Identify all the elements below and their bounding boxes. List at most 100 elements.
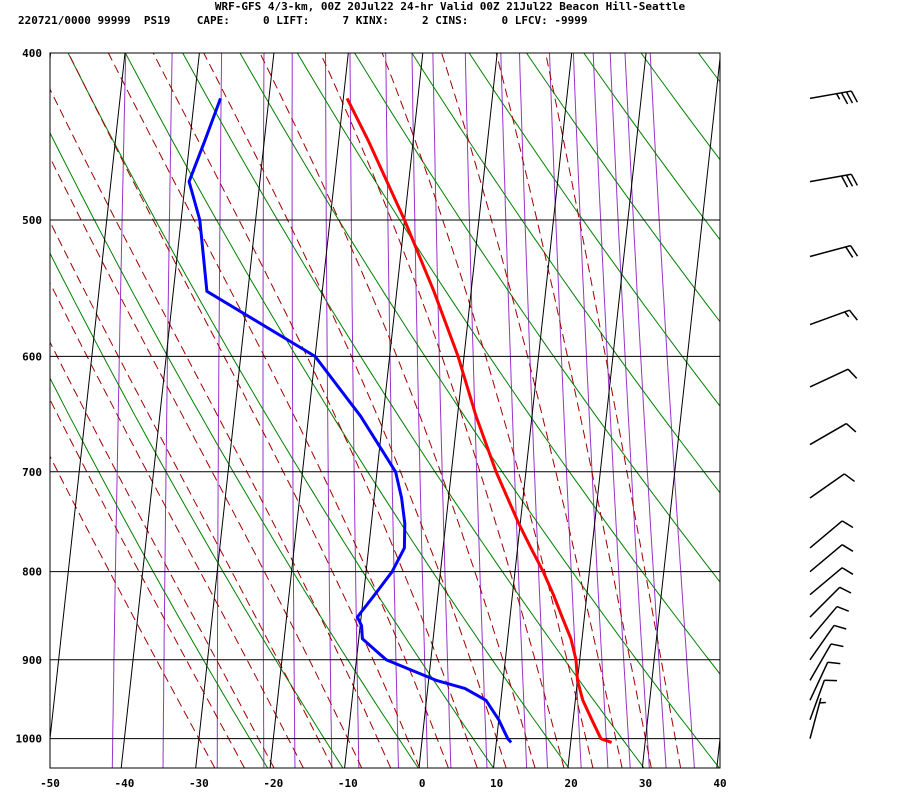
moist-adiabat-line bbox=[50, 455, 216, 768]
moist-adiabat-line bbox=[203, 53, 507, 768]
mixing-ratio-line bbox=[432, 53, 452, 768]
moist-adiabat-line bbox=[152, 53, 478, 768]
isotherm-line bbox=[344, 53, 424, 768]
isotherm-line bbox=[493, 53, 573, 768]
moist-adiabat-line bbox=[50, 220, 334, 768]
mixing-ratio-line bbox=[464, 53, 488, 768]
dry-adiabat-line bbox=[756, 53, 900, 768]
wind-barb bbox=[809, 173, 859, 188]
mixing-ratio-line bbox=[500, 53, 528, 768]
wind-barb bbox=[809, 473, 856, 499]
moist-adiabats bbox=[50, 53, 682, 768]
dry-adiabat-line bbox=[468, 53, 720, 407]
wind-barb bbox=[809, 309, 858, 326]
mixing-ratio-line bbox=[325, 53, 333, 768]
moist-adiabat-line bbox=[319, 53, 565, 768]
wind-barb bbox=[809, 586, 852, 618]
dry-adiabat-line bbox=[583, 53, 720, 241]
pressure-tick-label: 800 bbox=[22, 566, 42, 579]
isotherm-line bbox=[716, 734, 720, 768]
mixing-ratio-line bbox=[216, 53, 223, 768]
moist-adiabat-line bbox=[50, 398, 245, 768]
wind-barb bbox=[809, 368, 858, 388]
mixing-ratio-line bbox=[624, 53, 667, 768]
temperature-tick-label: 10 bbox=[490, 777, 503, 790]
temperature-tick-label: -50 bbox=[40, 777, 60, 790]
moist-adiabat-line bbox=[381, 53, 594, 768]
wind-barb bbox=[809, 422, 857, 446]
temperature-tick-label: -20 bbox=[263, 777, 283, 790]
wind-barb bbox=[809, 567, 854, 596]
pressure-tick-label: 700 bbox=[22, 466, 42, 479]
dry-adiabat-line bbox=[67, 53, 494, 768]
wind-barb bbox=[809, 624, 847, 661]
temperature-tick-label: 20 bbox=[564, 777, 577, 790]
dewpoint-trace bbox=[187, 97, 513, 744]
dry-adiabat-line bbox=[239, 53, 720, 768]
dry-adiabat-line bbox=[296, 53, 720, 675]
temperature-tick-label: 30 bbox=[639, 777, 652, 790]
dry-adiabat-line bbox=[50, 131, 419, 768]
mixing-ratio-line bbox=[111, 53, 127, 768]
mixing-ratio-line bbox=[349, 53, 360, 768]
dry-adiabat-line bbox=[526, 53, 720, 323]
wind-barb bbox=[809, 661, 841, 701]
wind-barbs bbox=[809, 90, 859, 739]
moist-adiabat-line bbox=[107, 53, 449, 768]
isotherm-line bbox=[641, 53, 720, 768]
mixing-ratio-line bbox=[162, 53, 173, 768]
isotherm-line bbox=[791, 53, 869, 768]
pressure-tick-label: 400 bbox=[22, 47, 42, 60]
dry-adiabat-line bbox=[50, 377, 269, 768]
temperature-trace bbox=[345, 97, 613, 744]
pressure-tick-label: 1000 bbox=[16, 733, 43, 746]
pressure-tick-label: 600 bbox=[22, 350, 42, 363]
dry-adiabat-line bbox=[697, 53, 720, 83]
wind-barb bbox=[809, 520, 854, 549]
pressure-tick-label: 900 bbox=[22, 654, 42, 667]
dry-adiabat-line bbox=[411, 53, 720, 494]
isotherm-line bbox=[120, 53, 200, 768]
wind-barb bbox=[809, 244, 859, 258]
dry-adiabat-line bbox=[813, 53, 900, 768]
moist-adiabat-line bbox=[50, 156, 363, 768]
wind-barb bbox=[809, 90, 859, 105]
moist-adiabat-line bbox=[545, 53, 682, 768]
isotherm-line bbox=[195, 53, 275, 768]
wind-barb bbox=[809, 605, 850, 640]
pressure-tick-label: 500 bbox=[22, 214, 42, 227]
mixing-ratio-line bbox=[519, 53, 548, 768]
temperature-tick-label: -40 bbox=[115, 777, 135, 790]
isotherm-line bbox=[50, 53, 126, 744]
wind-barb bbox=[809, 544, 854, 573]
plot-frame bbox=[49, 52, 721, 769]
mixing-ratio-line bbox=[411, 53, 429, 768]
temperature-tick-label: 40 bbox=[713, 777, 726, 790]
moist-adiabat-line bbox=[259, 53, 536, 768]
mixing-ratio-line bbox=[291, 53, 296, 768]
dry-adiabat-line bbox=[124, 53, 570, 768]
dry-adiabat-line bbox=[354, 53, 720, 583]
chart-subtitle: 220721/0000 99999 PS19 CAPE: 0 LIFT: 7 K… bbox=[18, 14, 588, 27]
dry-adiabat-line bbox=[50, 252, 344, 768]
temperature-tick-label: -30 bbox=[189, 777, 209, 790]
mixing-ratio-line bbox=[572, 53, 609, 768]
isotherm-line bbox=[567, 53, 647, 768]
isotherm-line bbox=[269, 53, 349, 768]
temperature-tick-label: 0 bbox=[419, 777, 426, 790]
sounding-traces bbox=[187, 97, 613, 744]
dry-adiabat-line bbox=[640, 53, 720, 161]
wind-barb bbox=[809, 697, 826, 739]
temperature-tick-label: -10 bbox=[338, 777, 358, 790]
wind-barb bbox=[809, 643, 844, 681]
pressure-tick-labels: 400 500 600 700 800 900 1000 bbox=[16, 47, 43, 746]
moist-adiabat-line bbox=[67, 53, 421, 768]
isotherm-line bbox=[418, 53, 498, 768]
dry-adiabats bbox=[50, 53, 900, 768]
moist-adiabat-line bbox=[50, 281, 304, 768]
temperature-tick-labels: -50 -40 -30 -20 -10 0 10 20 30 40 bbox=[40, 777, 727, 790]
isotherms bbox=[50, 53, 869, 768]
moist-adiabat-line bbox=[50, 341, 275, 768]
moist-adiabat-line bbox=[441, 53, 623, 768]
